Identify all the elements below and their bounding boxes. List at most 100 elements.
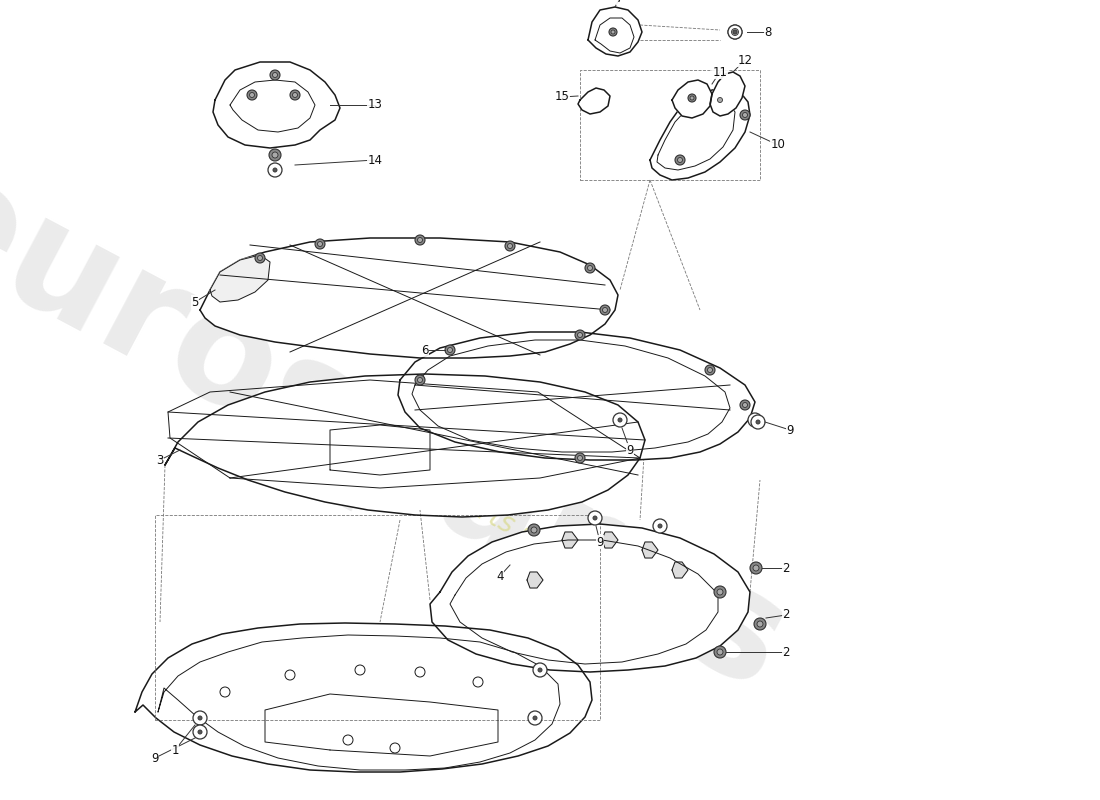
Circle shape: [688, 94, 696, 102]
Circle shape: [257, 255, 263, 261]
Circle shape: [728, 25, 743, 39]
Circle shape: [290, 90, 300, 100]
Circle shape: [750, 562, 762, 574]
Text: 13: 13: [367, 98, 383, 111]
Circle shape: [733, 30, 737, 34]
Circle shape: [528, 711, 542, 725]
Circle shape: [618, 418, 623, 422]
Circle shape: [756, 420, 760, 424]
Polygon shape: [210, 255, 270, 302]
Text: eurospares: eurospares: [0, 138, 812, 722]
Text: 4: 4: [496, 570, 504, 582]
Polygon shape: [135, 623, 592, 772]
Circle shape: [678, 158, 682, 162]
Circle shape: [754, 565, 759, 571]
Circle shape: [613, 413, 627, 427]
Circle shape: [740, 110, 750, 120]
Circle shape: [717, 589, 723, 595]
Circle shape: [575, 453, 585, 463]
Text: 11: 11: [713, 66, 727, 78]
Circle shape: [505, 241, 515, 251]
Circle shape: [752, 418, 757, 422]
Circle shape: [754, 618, 766, 630]
Text: 5: 5: [191, 295, 199, 309]
Circle shape: [528, 524, 540, 536]
Circle shape: [446, 345, 455, 355]
Circle shape: [707, 367, 713, 373]
Circle shape: [675, 155, 685, 165]
Circle shape: [740, 400, 750, 410]
Circle shape: [355, 665, 365, 675]
Circle shape: [315, 239, 324, 249]
Circle shape: [690, 96, 694, 100]
Circle shape: [715, 95, 725, 105]
Circle shape: [714, 586, 726, 598]
Polygon shape: [672, 562, 688, 578]
Circle shape: [600, 305, 610, 315]
Text: 9: 9: [596, 535, 604, 549]
Text: 8: 8: [764, 26, 772, 38]
Circle shape: [343, 735, 353, 745]
Polygon shape: [562, 532, 578, 548]
Circle shape: [415, 375, 425, 385]
Circle shape: [248, 90, 257, 100]
Text: 12: 12: [737, 54, 752, 66]
Circle shape: [728, 25, 743, 39]
Polygon shape: [602, 532, 618, 548]
Text: 1: 1: [172, 743, 178, 757]
Circle shape: [585, 263, 595, 273]
Circle shape: [538, 668, 542, 672]
Circle shape: [192, 711, 207, 725]
Circle shape: [473, 677, 483, 687]
Circle shape: [293, 93, 297, 98]
Text: 2: 2: [782, 562, 790, 574]
Circle shape: [603, 307, 607, 313]
Circle shape: [742, 113, 748, 118]
Text: 10: 10: [771, 138, 785, 151]
Polygon shape: [588, 7, 642, 56]
Circle shape: [609, 28, 617, 36]
Circle shape: [658, 524, 662, 528]
Circle shape: [714, 646, 726, 658]
Polygon shape: [200, 238, 618, 358]
Circle shape: [742, 402, 748, 407]
Circle shape: [757, 621, 763, 627]
Circle shape: [318, 242, 322, 246]
Circle shape: [273, 168, 277, 172]
Polygon shape: [213, 62, 340, 148]
Text: 2: 2: [782, 609, 790, 622]
Polygon shape: [578, 88, 610, 114]
Circle shape: [578, 455, 583, 461]
Text: 2: 2: [782, 646, 790, 658]
Circle shape: [198, 716, 202, 720]
Text: 3: 3: [156, 454, 164, 466]
Text: 7: 7: [616, 0, 624, 5]
Polygon shape: [398, 332, 755, 460]
Circle shape: [717, 98, 723, 102]
Text: 6: 6: [421, 343, 429, 357]
Circle shape: [220, 687, 230, 697]
Circle shape: [748, 413, 762, 427]
Circle shape: [255, 253, 265, 263]
Circle shape: [653, 519, 667, 533]
Circle shape: [192, 725, 207, 739]
Circle shape: [751, 415, 764, 429]
Polygon shape: [710, 72, 745, 116]
Circle shape: [532, 716, 537, 720]
Circle shape: [415, 667, 425, 677]
Circle shape: [705, 365, 715, 375]
Circle shape: [198, 730, 202, 734]
Polygon shape: [430, 524, 750, 672]
Circle shape: [575, 330, 585, 340]
Text: 15: 15: [554, 90, 570, 103]
Circle shape: [531, 527, 537, 533]
Circle shape: [270, 70, 280, 80]
Circle shape: [610, 30, 615, 34]
Polygon shape: [642, 542, 658, 558]
Text: 9: 9: [626, 443, 634, 457]
Circle shape: [270, 149, 280, 161]
Circle shape: [448, 347, 452, 353]
Circle shape: [250, 93, 254, 98]
Circle shape: [418, 378, 422, 382]
Circle shape: [285, 670, 295, 680]
